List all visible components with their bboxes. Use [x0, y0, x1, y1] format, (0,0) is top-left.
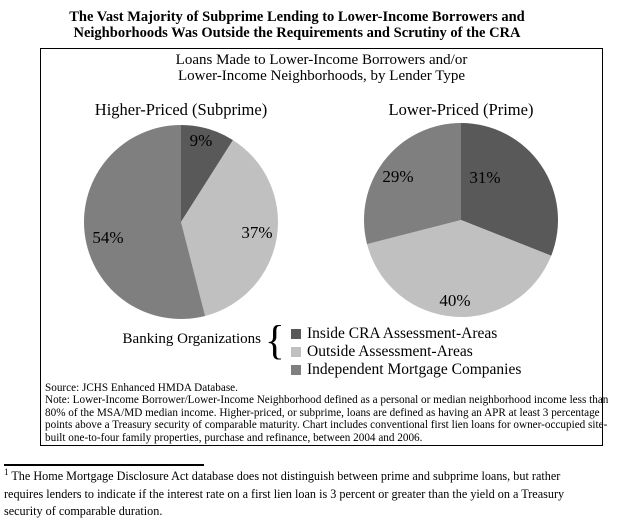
legend-item-outside: Outside Assessment-Areas [291, 343, 473, 361]
pie-left-heading: Higher-Priced (Subprime) [94, 100, 268, 119]
source-line: Source: JCHS Enhanced HMDA Database. [45, 382, 238, 394]
pie-right-heading: Lower-Priced (Prime) [388, 100, 534, 119]
legend-item-inside: Inside CRA Assessment-Areas [291, 325, 497, 343]
legend-label-independent: Independent Mortgage Companies [307, 361, 522, 378]
legend-label-inside: Inside CRA Assessment-Areas [307, 325, 498, 342]
pie-label-subprime-independent: 54% [92, 228, 124, 247]
pie-slice-independent-mortgage-companies [364, 123, 461, 245]
note-line-3: points above a Treasury security of comp… [45, 419, 608, 432]
legend-swatch-inside-icon [291, 329, 301, 339]
pie-label-subprime-outside: 37% [241, 223, 273, 242]
footnote-marker: 1 [4, 466, 9, 477]
pie-chart-subprime [83, 125, 278, 319]
footnote-line-3: security of comparable duration. [4, 504, 163, 518]
pie-chart-prime [364, 123, 559, 317]
legend-group-label: Banking Organizations [122, 331, 261, 347]
note-line-2: 80% of the MSA/MD median income. Higher-… [45, 406, 600, 419]
page-title-line2: Neighborhoods Was Outside the Requiremen… [73, 25, 521, 41]
pie-label-prime-inside: 31% [469, 168, 501, 187]
footnote-separator [4, 464, 204, 466]
pie-slice-independent-mortgage-companies [83, 125, 206, 319]
note-line-1: Note: Lower-Income Borrower/Lower-Income… [45, 394, 609, 407]
pie-label-prime-independent: 29% [382, 167, 414, 186]
legend-swatch-outside-icon [291, 347, 301, 357]
legend-swatch-independent-icon [291, 365, 301, 375]
pie-label-prime-outside: 40% [439, 291, 471, 310]
page-title: The Vast Majority of Subprime Lending to… [0, 9, 594, 41]
chart-title-line1: Loans Made to Lower-Income Borrowers and… [175, 52, 468, 68]
pie-slice-inside-cra-assessment-areas [181, 125, 233, 222]
pie-slice-outside-assessment-areas [181, 140, 278, 316]
chart-title: Loans Made to Lower-Income Borrowers and… [41, 52, 602, 84]
footnote-line-1-text: The Home Mortgage Disclosure Act databas… [11, 469, 561, 483]
legend-brace: { [265, 317, 285, 363]
legend-label-outside: Outside Assessment-Areas [307, 343, 473, 360]
note-line-4: built one-to-four family properties, pur… [45, 431, 423, 444]
footnote-line-1: 1 The Home Mortgage Disclosure Act datab… [4, 466, 628, 486]
source-note-block: Source: JCHS Enhanced HMDA Database. Not… [45, 382, 609, 444]
chart-figure: Loans Made to Lower-Income Borrowers and… [40, 48, 609, 446]
footnote: 1 The Home Mortgage Disclosure Act datab… [4, 466, 628, 521]
pie-slice-outside-assessment-areas [367, 220, 552, 317]
page-title-line1: The Vast Majority of Subprime Lending to… [69, 9, 525, 25]
pie-label-subprime-inside: 9% [189, 131, 213, 150]
chart-title-line2: Lower-Income Neighborhoods, by Lender Ty… [177, 67, 466, 84]
pie-slice-inside-cra-assessment-areas [461, 123, 559, 256]
footnote-line-2: requires lenders to indicate if the inte… [4, 486, 565, 501]
legend-item-independent: Independent Mortgage Companies [291, 361, 521, 379]
